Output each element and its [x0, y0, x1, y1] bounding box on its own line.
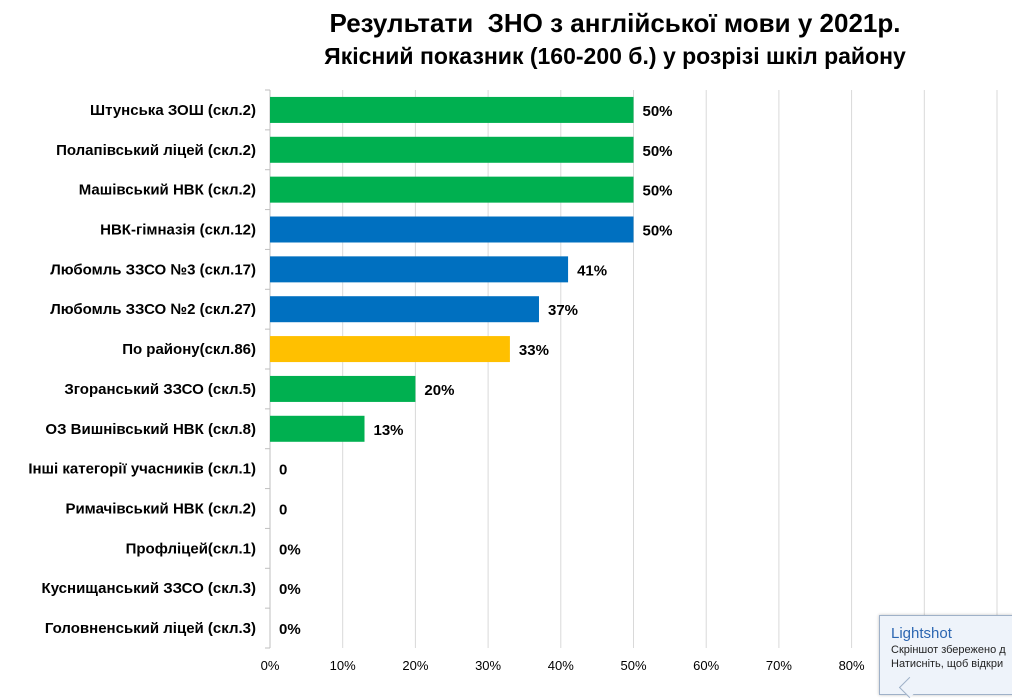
bar: [270, 415, 365, 442]
lightshot-message-line-1: Скріншот збережено д: [891, 644, 1006, 656]
x-tick-label: 70%: [766, 658, 792, 673]
x-tick-label: 60%: [693, 658, 719, 673]
x-tick-label: 10%: [330, 658, 356, 673]
x-tick-label: 20%: [402, 658, 428, 673]
category-label: Інші категорії учасників (скл.1): [28, 461, 256, 478]
data-label: 13%: [374, 422, 404, 439]
x-tick-label: 50%: [620, 658, 646, 673]
category-label: Любомль ЗЗСО №3 (скл.17): [50, 261, 256, 278]
x-tick-label: 80%: [839, 658, 865, 673]
category-label: Римачівський НВК (скл.2): [65, 501, 256, 518]
chart-subtitle: Якісний показник (160-200 б.) у розрізі …: [324, 43, 906, 69]
x-tick-label: 40%: [548, 658, 574, 673]
data-label: 0%: [279, 621, 301, 638]
bar: [270, 96, 634, 123]
data-label: 50%: [643, 143, 673, 160]
x-tick-label: 0%: [261, 658, 280, 673]
category-label: Штунська ЗОШ (скл.2): [90, 102, 256, 119]
data-label: 0%: [279, 581, 301, 598]
category-label: Головненський ліцей (скл.3): [45, 620, 256, 637]
lightshot-app-name: Lightshot: [891, 625, 952, 642]
bar: [270, 216, 634, 243]
bar: [270, 176, 634, 203]
data-label: 50%: [643, 103, 673, 120]
bar: [270, 336, 510, 363]
data-label: 41%: [577, 262, 607, 279]
category-label: Згоранський ЗЗСО (скл.5): [64, 381, 256, 398]
category-label: НВК-гімназія (скл.12): [100, 222, 256, 239]
bar: [270, 256, 569, 283]
category-label: Полапівський ліцей (скл.2): [56, 142, 256, 159]
lightshot-message-line-2: Натисніть, щоб відкри: [891, 658, 1004, 670]
chart-title: Результати ЗНО з англійської мови у 2021…: [329, 8, 901, 38]
lightshot-notification[interactable]: Lightshot Скріншот збережено д Натисніть…: [879, 615, 1012, 698]
category-label: Куснищанський ЗЗСО (скл.3): [42, 580, 256, 597]
data-label: 0: [279, 502, 287, 519]
data-label: 50%: [643, 183, 673, 200]
data-label: 50%: [643, 223, 673, 240]
data-label: 20%: [424, 382, 454, 399]
bar: [270, 136, 634, 163]
data-label: 0: [279, 462, 287, 479]
category-label: Любомль ЗЗСО №2 (скл.27): [50, 301, 256, 318]
bar: [270, 296, 539, 323]
x-tick-label: 30%: [475, 658, 501, 673]
bar: [270, 375, 416, 402]
data-label: 0%: [279, 541, 301, 558]
data-label: 33%: [519, 342, 549, 359]
category-label: ОЗ Вишнівський НВК (скл.8): [45, 421, 256, 438]
category-label: Машівський НВК (скл.2): [79, 182, 256, 199]
category-label: Профліцей(скл.1): [126, 540, 256, 557]
category-label: По району(скл.86): [122, 341, 256, 358]
data-label: 37%: [548, 302, 578, 319]
